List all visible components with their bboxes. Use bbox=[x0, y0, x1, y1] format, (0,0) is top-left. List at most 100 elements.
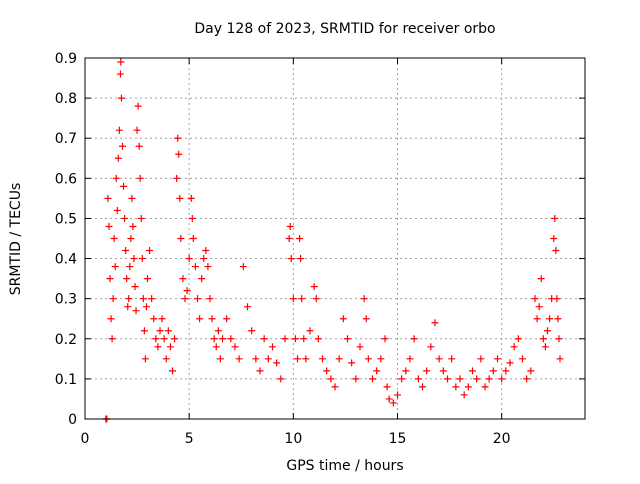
data-point bbox=[113, 206, 121, 214]
data-point bbox=[117, 58, 125, 66]
data-point bbox=[214, 327, 222, 335]
data-point bbox=[352, 375, 360, 383]
data-point bbox=[136, 174, 144, 182]
data-point bbox=[485, 375, 493, 383]
data-point bbox=[198, 275, 206, 283]
data-point bbox=[119, 142, 126, 150]
data-point bbox=[126, 263, 134, 271]
data-point bbox=[177, 235, 185, 242]
data-point bbox=[373, 367, 381, 375]
data-point bbox=[141, 355, 149, 363]
data-points bbox=[102, 58, 564, 423]
data-point bbox=[344, 335, 351, 343]
data-point bbox=[202, 247, 210, 255]
data-point bbox=[331, 383, 339, 391]
data-point bbox=[107, 315, 115, 323]
y-tick-label: 0.6 bbox=[55, 171, 77, 187]
data-point bbox=[154, 343, 162, 351]
data-point bbox=[183, 287, 191, 295]
data-point bbox=[348, 359, 356, 367]
data-point bbox=[460, 391, 468, 399]
data-point bbox=[125, 295, 133, 303]
data-point bbox=[502, 367, 510, 375]
data-point bbox=[314, 335, 322, 343]
data-point bbox=[448, 355, 456, 363]
data-point bbox=[519, 355, 526, 363]
data-point bbox=[469, 367, 476, 375]
data-point bbox=[377, 355, 385, 363]
data-point bbox=[452, 383, 460, 391]
data-point bbox=[281, 335, 289, 343]
data-point bbox=[252, 355, 260, 363]
data-point bbox=[300, 335, 308, 343]
data-point bbox=[164, 327, 172, 335]
data-point bbox=[381, 335, 389, 343]
data-point bbox=[383, 383, 391, 391]
data-point bbox=[273, 359, 281, 367]
data-point bbox=[551, 214, 559, 222]
data-point bbox=[129, 222, 137, 230]
data-point bbox=[394, 391, 401, 399]
data-point bbox=[444, 375, 451, 383]
data-point bbox=[166, 343, 174, 351]
data-point bbox=[137, 214, 145, 222]
data-point bbox=[264, 355, 272, 363]
data-point bbox=[419, 383, 426, 391]
data-point bbox=[456, 375, 464, 383]
grid-lines bbox=[85, 58, 585, 419]
chart-title: Day 128 of 2023, SRMTID for receiver orb… bbox=[194, 21, 495, 37]
data-point bbox=[506, 359, 514, 367]
data-point bbox=[541, 343, 549, 351]
data-point bbox=[152, 335, 160, 343]
data-point bbox=[122, 247, 130, 255]
data-point bbox=[130, 255, 138, 263]
data-point bbox=[535, 303, 543, 311]
data-point bbox=[244, 303, 251, 311]
data-point bbox=[410, 335, 418, 343]
data-point bbox=[269, 343, 276, 351]
data-point bbox=[142, 303, 150, 311]
data-point bbox=[187, 194, 195, 202]
data-point bbox=[156, 327, 164, 335]
x-tick-label: 5 bbox=[185, 431, 194, 447]
data-point bbox=[287, 255, 295, 263]
x-tick-label: 20 bbox=[493, 431, 511, 447]
data-point bbox=[123, 275, 131, 283]
x-axis-label: GPS time / hours bbox=[286, 458, 403, 474]
data-point bbox=[427, 343, 435, 351]
data-point bbox=[362, 315, 370, 323]
data-point bbox=[108, 335, 116, 343]
data-point bbox=[171, 335, 179, 343]
data-point bbox=[127, 235, 135, 242]
data-point bbox=[514, 335, 522, 343]
data-point bbox=[175, 150, 183, 158]
data-point bbox=[176, 194, 184, 202]
data-point bbox=[306, 327, 314, 335]
data-point bbox=[531, 295, 539, 303]
data-point bbox=[128, 194, 136, 202]
data-point bbox=[173, 174, 181, 182]
data-point bbox=[124, 303, 132, 311]
data-point bbox=[546, 315, 554, 323]
data-point bbox=[131, 283, 139, 291]
data-point bbox=[364, 355, 372, 363]
data-point bbox=[335, 355, 343, 363]
data-point bbox=[297, 255, 305, 263]
data-point bbox=[191, 263, 199, 271]
data-point bbox=[134, 102, 142, 110]
data-point bbox=[106, 275, 114, 283]
data-point bbox=[256, 367, 264, 375]
data-point bbox=[356, 343, 364, 351]
data-point bbox=[481, 383, 489, 391]
y-tick-label: 0.3 bbox=[55, 292, 77, 308]
data-point bbox=[294, 355, 301, 363]
data-point bbox=[289, 295, 297, 303]
data-point bbox=[435, 355, 443, 363]
data-point bbox=[498, 375, 506, 383]
data-point bbox=[464, 383, 472, 391]
data-point bbox=[550, 235, 558, 242]
data-point bbox=[431, 319, 439, 327]
data-point bbox=[555, 335, 563, 343]
data-point bbox=[296, 235, 304, 242]
